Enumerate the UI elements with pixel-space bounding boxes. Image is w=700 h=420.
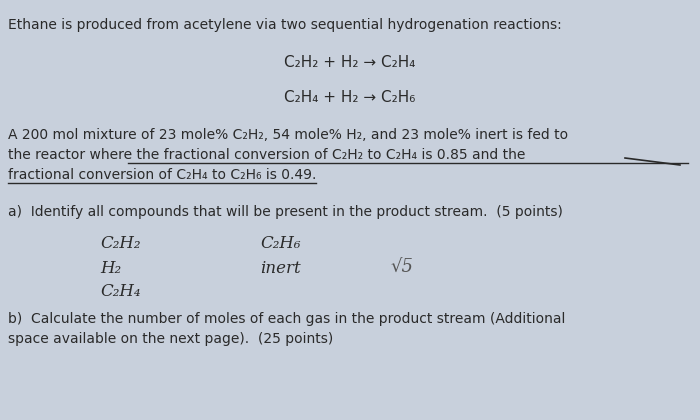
Text: Ethane is produced from acetylene via two sequential hydrogenation reactions:: Ethane is produced from acetylene via tw… xyxy=(8,18,561,32)
Text: the reactor where the fractional conversion of C₂H₂ to C₂H₄ is 0.85 and the: the reactor where the fractional convers… xyxy=(8,148,526,162)
Text: a)  Identify all compounds that will be present in the product stream.  (5 point: a) Identify all compounds that will be p… xyxy=(8,205,563,219)
Text: H₂: H₂ xyxy=(100,260,121,277)
Text: inert: inert xyxy=(260,260,300,277)
Text: C₂H₂ + H₂ → C₂H₄: C₂H₂ + H₂ → C₂H₄ xyxy=(284,55,416,70)
Text: A 200 mol mixture of 23 mole% C₂H₂, 54 mole% H₂, and 23 mole% inert is fed to: A 200 mol mixture of 23 mole% C₂H₂, 54 m… xyxy=(8,128,568,142)
Text: fractional conversion of C₂H₄ to C₂H₆ is 0.49.: fractional conversion of C₂H₄ to C₂H₆ is… xyxy=(8,168,316,182)
Text: space available on the next page).  (25 points): space available on the next page). (25 p… xyxy=(8,332,333,346)
Text: C₂H₂: C₂H₂ xyxy=(100,235,141,252)
Text: C₂H₄ + H₂ → C₂H₆: C₂H₄ + H₂ → C₂H₆ xyxy=(284,90,416,105)
Text: C₂H₄: C₂H₄ xyxy=(100,283,141,300)
Text: √5: √5 xyxy=(390,258,413,276)
Text: C₂H₆: C₂H₆ xyxy=(260,235,300,252)
Text: b)  Calculate the number of moles of each gas in the product stream (Additional: b) Calculate the number of moles of each… xyxy=(8,312,566,326)
